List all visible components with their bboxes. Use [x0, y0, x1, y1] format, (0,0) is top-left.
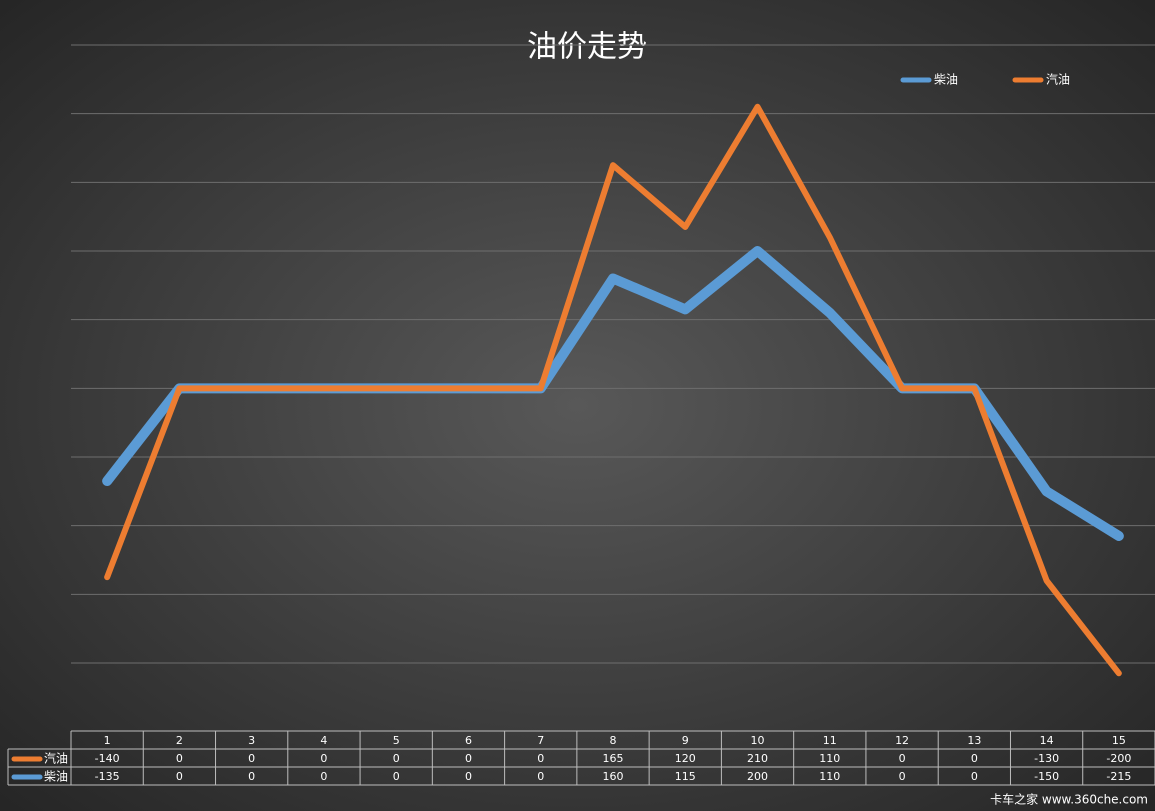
table-cell: -135 — [95, 770, 120, 783]
table-cell: -130 — [1034, 752, 1059, 765]
table-cell: 0 — [899, 770, 906, 783]
table-header: 14 — [1040, 734, 1054, 747]
table-header: 13 — [967, 734, 981, 747]
table-header: 1 — [104, 734, 111, 747]
table-cell: 115 — [675, 770, 696, 783]
table-cell: 110 — [819, 770, 840, 783]
legend-label: 汽油 — [1046, 72, 1070, 87]
series-line — [104, 103, 1122, 677]
table-header: 6 — [465, 734, 472, 747]
legend-label: 柴油 — [934, 73, 958, 87]
table-header: 8 — [610, 734, 617, 747]
table-header: 9 — [682, 734, 689, 747]
table-cell: 0 — [971, 770, 978, 783]
table-cell: 0 — [320, 770, 327, 783]
table-cell: 0 — [176, 752, 183, 765]
table-header: 5 — [393, 734, 400, 747]
table-cell: 165 — [603, 752, 624, 765]
table-cell: -215 — [1106, 770, 1131, 783]
table-header: 15 — [1112, 734, 1126, 747]
chart-title: 油价走势 — [527, 30, 647, 65]
table-cell: 0 — [393, 752, 400, 765]
table-cell: 200 — [747, 770, 768, 783]
table-cell: 0 — [899, 752, 906, 765]
table-cell: 0 — [465, 752, 472, 765]
watermark: 卡车之家 www.360che.com — [990, 792, 1148, 807]
table-header: 3 — [248, 734, 255, 747]
table-cell: 0 — [971, 752, 978, 765]
table-cell: 0 — [320, 752, 327, 765]
table-cell: -150 — [1034, 770, 1059, 783]
table-cell: -140 — [95, 752, 120, 765]
table-cell: 0 — [393, 770, 400, 783]
table-cell: 0 — [176, 770, 183, 783]
table-header: 2 — [176, 734, 183, 747]
table-cell: 160 — [603, 770, 624, 783]
table-cell: 0 — [537, 752, 544, 765]
table-cell: 0 — [248, 752, 255, 765]
table-header: 7 — [537, 734, 544, 747]
table-cell: -200 — [1106, 752, 1131, 765]
table-cell: 0 — [248, 770, 255, 783]
table-cell: 0 — [465, 770, 472, 783]
table-header: 4 — [320, 734, 327, 747]
table-cell: 120 — [675, 752, 696, 765]
table-cell: 0 — [537, 770, 544, 783]
table-cell: 110 — [819, 752, 840, 765]
table-header: 12 — [895, 734, 909, 747]
table-row-label: 汽油 — [44, 751, 68, 766]
table-header: 11 — [823, 734, 837, 747]
table-row-label: 柴油 — [44, 770, 68, 784]
table-cell: 210 — [747, 752, 768, 765]
table-header: 10 — [751, 734, 765, 747]
